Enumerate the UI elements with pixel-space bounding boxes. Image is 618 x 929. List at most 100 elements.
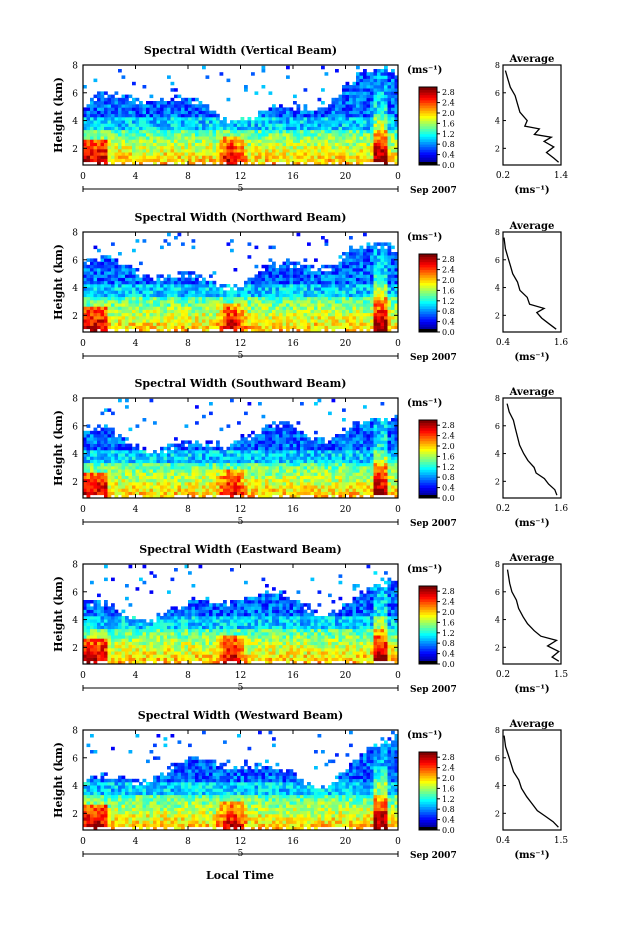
- heatmap-cell: [296, 312, 301, 317]
- heatmap-cell: [303, 491, 308, 496]
- heatmap-cell: [391, 88, 395, 92]
- heatmap-cell: [195, 158, 199, 163]
- heatmap-cell: [286, 316, 290, 320]
- heatmap-cell: [125, 472, 129, 476]
- heatmap-cell: [366, 75, 371, 79]
- heatmap-cell: [160, 312, 164, 317]
- heatmap-cell: [251, 161, 255, 166]
- heatmap-cell: [223, 462, 227, 467]
- heatmap-cell: [100, 287, 105, 291]
- heatmap-cell: [198, 110, 203, 115]
- heatmap-cell: [261, 277, 266, 282]
- heatmap-cell: [331, 139, 336, 143]
- heatmap-cell: [135, 319, 140, 323]
- heatmap-cell: [205, 142, 210, 147]
- heatmap-cell: [146, 491, 150, 496]
- heatmap-cell: [324, 271, 329, 275]
- heatmap-cell: [230, 129, 234, 134]
- heatmap-cell: [317, 478, 322, 483]
- heatmap-cell: [300, 472, 304, 476]
- heatmap-cell: [205, 290, 210, 294]
- heatmap-cell: [268, 113, 273, 118]
- heatmap-cell: [139, 101, 143, 105]
- heatmap-cell: [391, 152, 395, 156]
- heatmap-cell: [331, 466, 336, 470]
- heatmap-cell: [247, 303, 252, 307]
- heatmap-cell: [279, 277, 283, 282]
- heatmap-cell: [321, 236, 325, 240]
- heatmap-cell: [373, 462, 378, 467]
- heatmap-cell: [370, 248, 374, 253]
- heatmap-cell: [254, 325, 259, 330]
- heatmap-cell: [331, 284, 336, 288]
- heatmap-cell: [153, 284, 157, 288]
- heatmap-cell: [359, 145, 364, 150]
- heatmap-cell: [212, 126, 217, 131]
- heatmap-cell: [286, 488, 290, 492]
- heatmap-cell: [268, 274, 273, 278]
- heatmap-cell: [191, 316, 196, 320]
- heatmap-cell: [300, 485, 304, 489]
- heatmap-cell: [310, 110, 315, 115]
- heatmap-cell: [370, 472, 374, 476]
- heatmap-cell: [149, 129, 154, 134]
- heatmap-cell: [125, 482, 129, 486]
- heatmap-cell: [104, 306, 108, 310]
- heatmap-cell: [146, 316, 150, 320]
- heatmap-cell: [177, 152, 182, 156]
- heatmap-cell: [121, 319, 126, 323]
- heatmap-cell: [391, 287, 395, 291]
- heatmap-cell: [282, 296, 287, 301]
- heatmap-cell: [342, 296, 346, 301]
- heatmap-cell: [380, 69, 385, 73]
- heatmap-cell: [177, 155, 182, 159]
- heatmap-cell: [377, 488, 381, 492]
- heatmap-cell: [303, 478, 308, 483]
- heatmap-cell: [272, 149, 276, 153]
- heatmap-cell: [377, 69, 381, 73]
- heatmap-cell: [156, 129, 161, 134]
- heatmap-cell: [181, 296, 185, 301]
- heatmap-cell: [261, 284, 266, 288]
- heatmap-cell: [384, 293, 388, 298]
- x-tick-label: 8: [185, 339, 191, 349]
- heatmap-cell: [233, 142, 238, 147]
- heatmap-cell: [373, 110, 378, 115]
- heatmap-cell: [184, 271, 189, 275]
- heatmap-cell: [174, 472, 178, 476]
- heatmap-cell: [167, 149, 171, 153]
- heatmap-cell: [391, 117, 395, 121]
- heatmap-cell: [83, 325, 87, 330]
- heatmap-cell: [149, 293, 154, 298]
- heatmap-cell: [321, 123, 325, 127]
- heatmap-cell: [282, 482, 287, 486]
- heatmap-cell: [282, 158, 287, 163]
- heatmap-cell: [384, 133, 388, 137]
- heatmap-cell: [93, 456, 98, 460]
- heatmap-cell: [356, 107, 360, 111]
- heatmap-cell: [328, 158, 332, 163]
- heatmap-cell: [349, 306, 353, 310]
- heatmap-cell: [97, 261, 101, 266]
- heatmap-cell: [240, 494, 245, 499]
- heatmap-cell: [254, 469, 259, 473]
- heatmap-cell: [373, 277, 378, 282]
- heatmap-cell: [349, 482, 353, 486]
- heatmap-cell: [345, 280, 350, 285]
- heatmap-cell: [146, 290, 150, 294]
- heatmap-cell: [202, 107, 206, 111]
- heatmap-cell: [380, 319, 385, 323]
- heatmap-cell: [373, 274, 378, 278]
- heatmap-cell: [387, 316, 392, 320]
- heatmap-cell: [349, 117, 353, 121]
- heatmap-cell: [387, 462, 392, 467]
- heatmap-cell: [373, 322, 378, 326]
- heatmap-cell: [352, 139, 357, 143]
- heatmap-cell: [275, 110, 280, 115]
- heatmap-cell: [146, 466, 150, 470]
- heatmap-cell: [279, 303, 283, 307]
- heatmap-cell: [338, 494, 343, 499]
- heatmap-cell: [293, 155, 297, 159]
- heatmap-cell: [384, 65, 388, 70]
- heatmap-cell: [394, 300, 399, 304]
